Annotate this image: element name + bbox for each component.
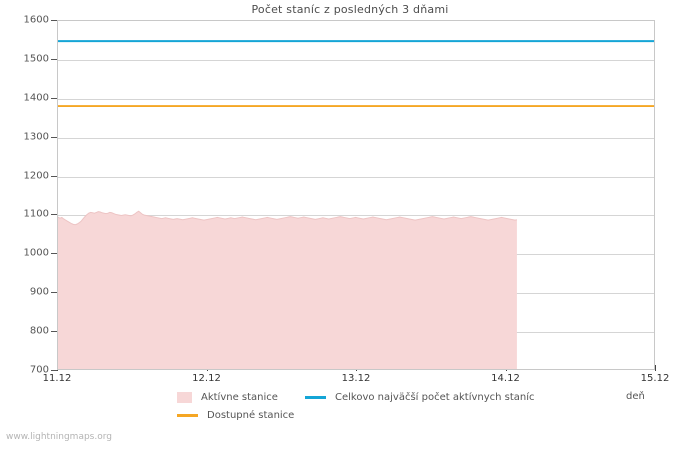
x-tick-label: 13.12 (341, 373, 371, 384)
y-tick-mark (51, 175, 57, 177)
plot-area (57, 20, 655, 370)
y-tick-mark (51, 331, 57, 333)
y-tick-label: 1500 (23, 53, 49, 65)
x-tick-label: 12.12 (192, 373, 221, 384)
legend-item[interactable]: Celkovo najväčší počet aktívnych staníc (305, 392, 535, 403)
legend-label: Dostupné stanice (207, 410, 295, 421)
legend-label: Aktívne stanice (201, 392, 278, 403)
series-layer (58, 40, 654, 369)
legend-line-swatch-icon (305, 396, 326, 399)
x-axis-title: deň (626, 391, 645, 402)
y-tick-label: 1600 (23, 14, 49, 26)
x-tick-label: 14.12 (491, 373, 520, 384)
x-tick-mark (655, 365, 656, 371)
y-tick-mark (51, 20, 57, 21)
y-tick-mark (51, 214, 57, 216)
watermark: www.lightningmaps.org (6, 432, 112, 442)
gridline (58, 176, 654, 178)
y-tick-mark (51, 97, 57, 99)
y-tick-label: 1000 (23, 247, 49, 259)
chart-title: Počet staníc z posledných 3 dňami (251, 3, 449, 16)
gridline (58, 59, 654, 61)
area-series-active-stations (58, 211, 517, 369)
y-tick-label: 1200 (23, 170, 49, 182)
y-tick-mark (51, 370, 57, 371)
y-tick-label: 1400 (23, 92, 49, 104)
legend-label: Celkovo najväčší počet aktívnych staníc (335, 392, 535, 403)
area-series-outline (58, 210, 518, 226)
y-tick-label: 900 (29, 286, 49, 298)
y-tick-mark (51, 292, 57, 294)
y-tick-mark (51, 136, 57, 138)
gridline (58, 98, 654, 100)
y-tick-label: 800 (29, 325, 49, 337)
x-tick-label: 15.12 (640, 373, 670, 384)
x-tick-label: 11.12 (42, 373, 72, 384)
gridline (58, 215, 654, 217)
chart-legend: Aktívne stanice Celkovo najväčší počet ak… (57, 390, 655, 430)
y-tick-label: 700 (29, 364, 49, 376)
y-tick-mark (51, 58, 57, 60)
legend-item[interactable]: Dostupné stanice (177, 410, 294, 421)
y-tick-label: 1100 (23, 208, 49, 220)
y-tick-label: 1300 (23, 131, 49, 143)
legend-box-swatch-icon (177, 392, 192, 403)
legend-line-swatch-icon (177, 414, 198, 417)
gridline (58, 137, 654, 139)
legend-item[interactable]: Aktívne stanice (177, 392, 278, 403)
y-tick-mark (51, 253, 57, 255)
